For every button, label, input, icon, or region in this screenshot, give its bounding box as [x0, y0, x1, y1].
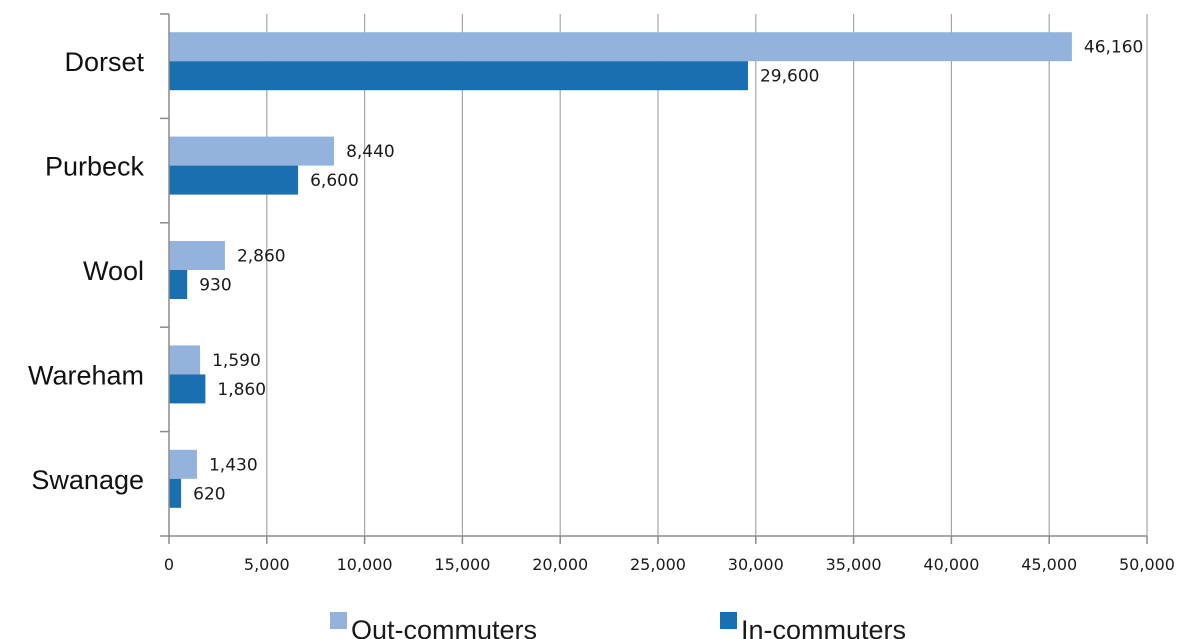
x-tick-label: 50,000: [1119, 555, 1175, 574]
labels: 46,160 29,600 Dorset 8,440 6,600 Purbeck 2,860…: [28, 38, 1175, 574]
x-tick-label: 35,000: [826, 555, 882, 574]
x-tick-label: 20,000: [532, 555, 588, 574]
category-label: Dorset: [64, 47, 144, 77]
x-tick-label: 30,000: [728, 555, 784, 574]
legend-swatch-in-commuters: [720, 612, 737, 629]
bar-out-commuters: [169, 32, 1072, 62]
x-tick-label: 10,000: [337, 555, 393, 574]
category-label: Swanage: [31, 465, 144, 495]
legend-swatch-out-commuters: [330, 612, 347, 629]
category-label: Wareham: [28, 360, 144, 390]
x-tick-label: 15,000: [434, 555, 490, 574]
data-label-out-commuters: 1,430: [209, 455, 258, 475]
bar-out-commuters: [169, 241, 225, 270]
category-label: Wool: [83, 256, 144, 286]
gridlines: [266, 14, 1148, 536]
bar-out-commuters: [169, 136, 335, 166]
bar-out-commuters: [169, 449, 197, 479]
x-tick-label: 45,000: [1021, 555, 1077, 574]
data-label-out-commuters: 8,440: [346, 142, 395, 162]
bar-in-commuters: [169, 478, 182, 508]
bar-in-commuters: [169, 270, 188, 299]
bars: [169, 32, 1072, 508]
data-label-out-commuters: 2,860: [237, 247, 286, 267]
data-label-in-commuters: 29,600: [760, 67, 819, 87]
category-label: Purbeck: [45, 152, 145, 182]
legend-label-out-commuters: Out-commuters: [351, 615, 537, 639]
data-label-in-commuters: 620: [193, 484, 225, 504]
data-label-in-commuters: 6,600: [310, 171, 359, 191]
data-label-in-commuters: 1,860: [217, 380, 266, 400]
x-tick-label: 40,000: [923, 555, 979, 574]
x-tick-label: 5,000: [244, 555, 290, 574]
bar-out-commuters: [169, 345, 201, 375]
legend-label-in-commuters: In-commuters: [741, 615, 906, 639]
data-label-out-commuters: 1,590: [212, 351, 261, 371]
data-label-in-commuters: 930: [199, 276, 231, 296]
bar-in-commuters: [169, 165, 299, 195]
axes: [160, 13, 1148, 544]
data-label-out-commuters: 46,160: [1084, 38, 1143, 58]
bar-in-commuters: [169, 61, 748, 91]
x-tick-label: 0: [164, 555, 174, 574]
x-tick-label: 25,000: [630, 555, 686, 574]
legend: Out-commuters In-commuters: [330, 612, 906, 639]
bar-in-commuters: [169, 374, 206, 404]
